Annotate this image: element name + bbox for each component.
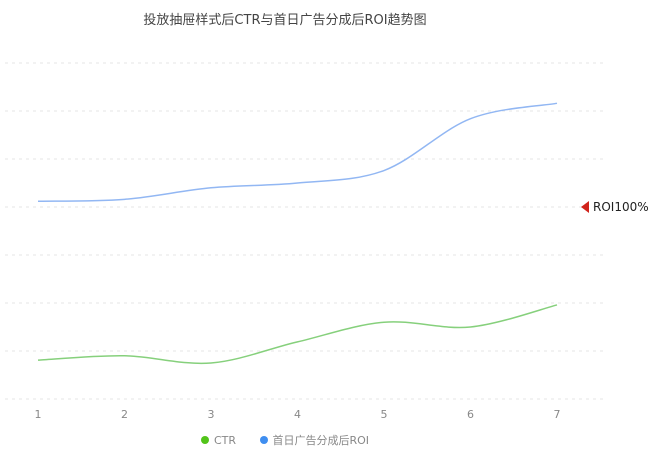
legend-label: 首日广告分成后ROI — [272, 434, 370, 447]
x-tick-label: 6 — [467, 408, 474, 421]
x-tick-label: 7 — [554, 408, 561, 421]
legend-item-ctr[interactable]: CTR — [200, 433, 236, 447]
x-tick-label: 2 — [121, 408, 128, 421]
legend: CTR 首日广告分成后ROI — [0, 432, 570, 448]
legend-label: CTR — [213, 433, 236, 447]
mark-line-arrow-icon — [581, 201, 589, 213]
x-tick-label: 1 — [35, 408, 42, 421]
x-tick-label: 5 — [381, 408, 388, 421]
legend-item-roi[interactable]: 首日广告分成后ROI — [259, 432, 370, 448]
mark-line-label: ROI100% — [593, 200, 649, 214]
series-line-0 — [37, 304, 558, 365]
x-tick-label: 3 — [208, 408, 215, 421]
x-tick-label: 4 — [294, 408, 301, 421]
legend-dot — [259, 436, 268, 444]
series-line-1 — [37, 102, 558, 202]
legend-dot — [200, 436, 209, 444]
chart-title: 投放抽屉样式后CTR与首日广告分成后ROI趋势图 — [143, 13, 427, 28]
